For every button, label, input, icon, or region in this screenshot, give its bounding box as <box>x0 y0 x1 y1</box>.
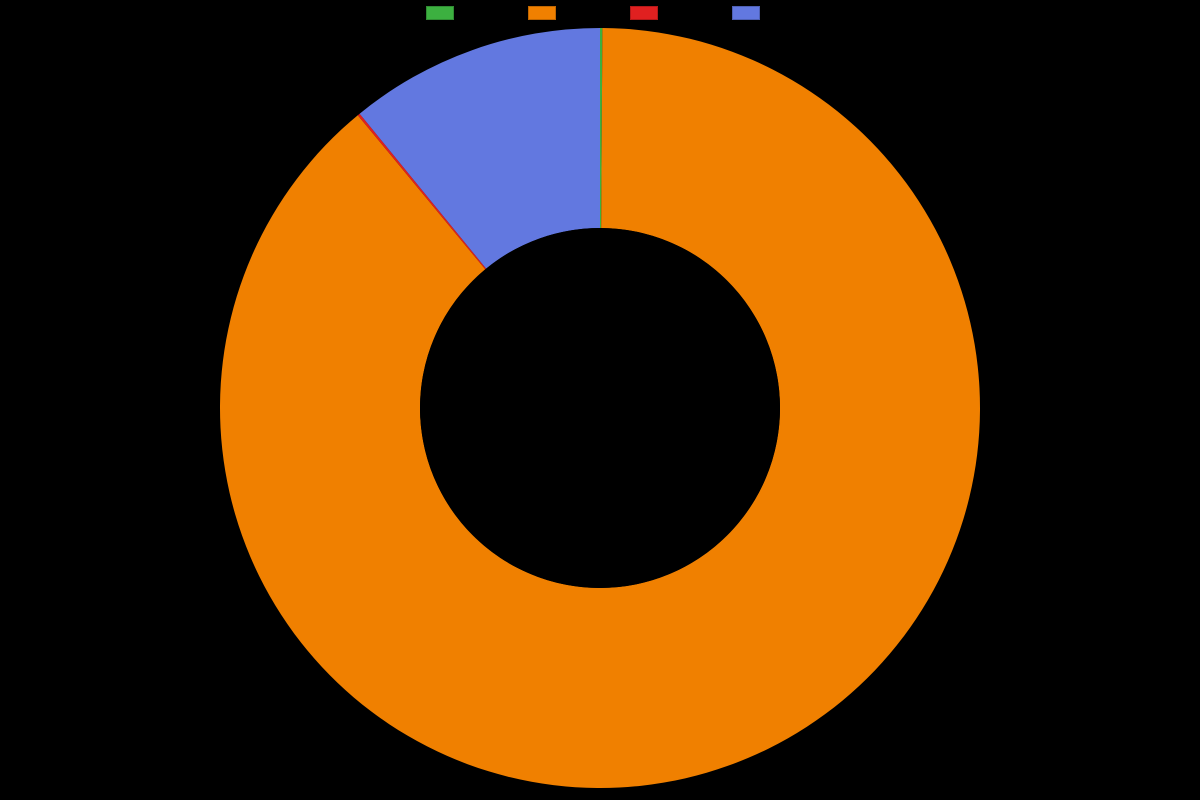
legend-item <box>630 6 672 20</box>
legend <box>0 6 1200 20</box>
legend-swatch <box>630 6 658 20</box>
legend-item <box>426 6 468 20</box>
donut-chart <box>0 24 1200 800</box>
legend-swatch <box>426 6 454 20</box>
chart-stage <box>0 0 1200 800</box>
donut-hole <box>420 228 780 588</box>
legend-item <box>732 6 774 20</box>
legend-item <box>528 6 570 20</box>
legend-swatch <box>732 6 760 20</box>
donut-svg <box>0 24 1200 800</box>
legend-swatch <box>528 6 556 20</box>
